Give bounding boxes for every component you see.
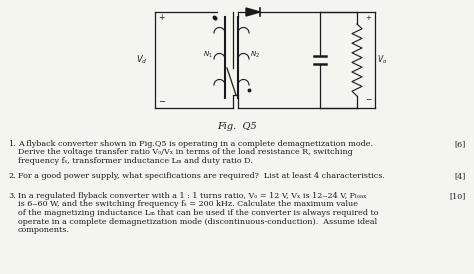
Text: is 6‒60 W, and the switching frequency fₛ = 200 kHz. Calculate the maximum value: is 6‒60 W, and the switching frequency f…: [18, 201, 358, 209]
Polygon shape: [246, 8, 260, 16]
Text: +: +: [365, 15, 371, 21]
Text: 2.: 2.: [8, 172, 16, 180]
Text: of the magnetizing inductance Lₘ that can be used if the converter is always req: of the magnetizing inductance Lₘ that ca…: [18, 209, 379, 217]
Text: operate in a complete demagnetization mode (discontinuous-conduction).  Assume i: operate in a complete demagnetization mo…: [18, 218, 377, 226]
Text: [10]: [10]: [450, 192, 466, 200]
Text: For a good power supply, what specifications are required?  List at least 4 char: For a good power supply, what specificat…: [18, 172, 385, 180]
Text: frequency fₛ, transformer inductance Lₘ and duty ratio D.: frequency fₛ, transformer inductance Lₘ …: [18, 157, 253, 165]
Text: $V_d$: $V_d$: [136, 54, 147, 66]
Text: [4]: [4]: [455, 172, 466, 180]
Text: $N_1$: $N_1$: [203, 50, 213, 60]
Text: A flyback converter shown in Fig.Q5 is operating in a complete demagnetization m: A flyback converter shown in Fig.Q5 is o…: [18, 140, 373, 148]
Text: [6]: [6]: [455, 140, 466, 148]
Text: Fig.  Q5: Fig. Q5: [217, 122, 257, 131]
Text: +: +: [158, 13, 164, 22]
Text: $N_2$: $N_2$: [250, 50, 260, 60]
Text: 1.: 1.: [8, 140, 16, 148]
Text: components.: components.: [18, 226, 70, 234]
Text: −: −: [365, 95, 371, 104]
Text: 3.: 3.: [8, 192, 16, 200]
Text: $V_o$: $V_o$: [377, 54, 387, 66]
Text: In a regulated flyback converter with a 1 : 1 turns ratio, Vₒ = 12 V, Vₓ is 12‒2: In a regulated flyback converter with a …: [18, 192, 366, 200]
Text: Derive the voltage transfer ratio Vₒ/Vₓ in terms of the load resistance R, switc: Derive the voltage transfer ratio Vₒ/Vₓ …: [18, 149, 353, 156]
Text: −: −: [158, 97, 165, 106]
